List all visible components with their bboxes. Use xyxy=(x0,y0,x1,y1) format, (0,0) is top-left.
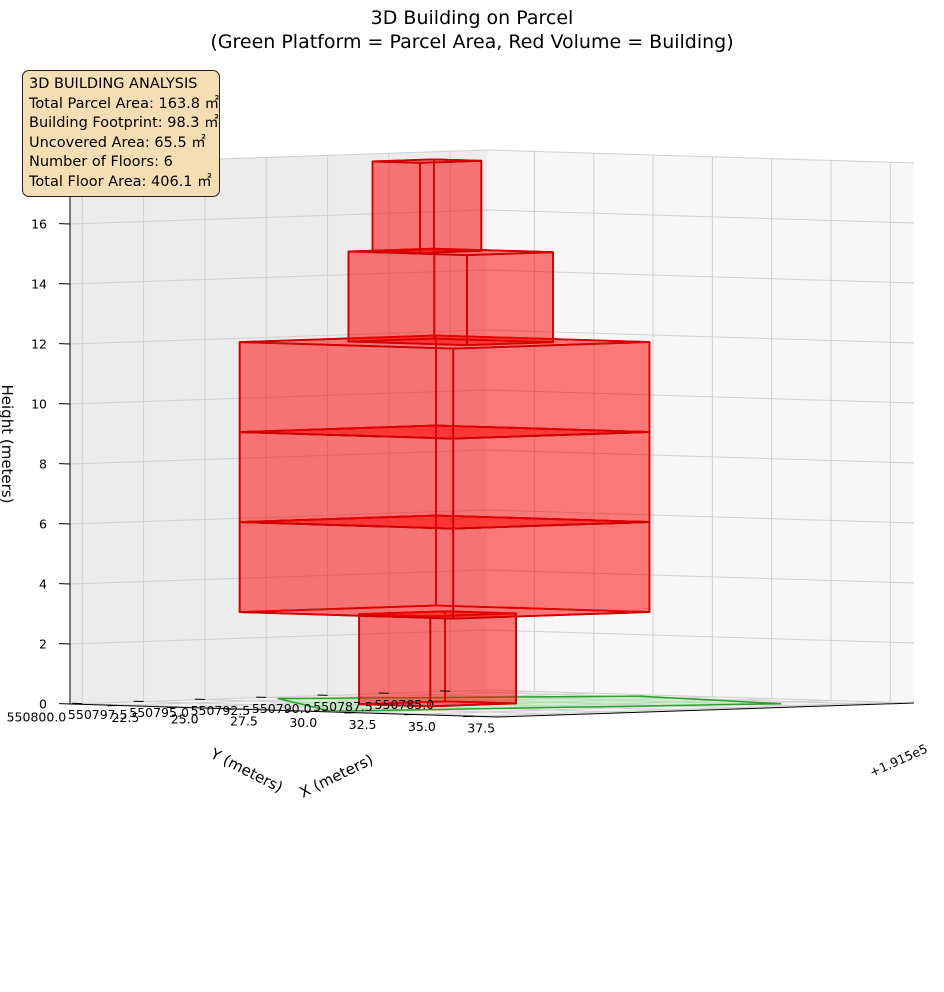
y-tick-label: 550795.0 xyxy=(129,705,189,720)
y-tick-label: 550790.0 xyxy=(252,701,312,716)
z-axis-label: Height (meters) xyxy=(0,385,16,504)
z-tick-label: 16 xyxy=(31,217,47,232)
y-tick-label: 550787.5 xyxy=(313,699,373,714)
x-axis-line xyxy=(496,702,915,718)
x-axis-label: X (meters) xyxy=(297,750,377,801)
grid-line-z xyxy=(69,509,915,525)
z-tick-label: 14 xyxy=(31,277,47,292)
chart-title-line2: (Green Platform = Parcel Area, Red Volum… xyxy=(210,31,734,53)
x-tick-label: 30.0 xyxy=(289,715,317,730)
x-tick-label: 25.0 xyxy=(171,712,199,727)
x-tick-label: 32.5 xyxy=(349,717,377,732)
chart-title: 3D Building on Parcel (Green Platform = … xyxy=(0,6,944,54)
y-axis-label: Y (meters) xyxy=(207,744,286,796)
z-tick-label: 6 xyxy=(39,517,47,532)
grid-line-z xyxy=(69,329,915,345)
building-floor-3 xyxy=(238,424,651,530)
floor-face xyxy=(452,431,651,530)
y-tick-label: 550792.5 xyxy=(191,703,251,718)
axis-lines xyxy=(69,164,915,718)
y-tick-label: 550800.0 xyxy=(7,709,67,724)
z-tick-label: 12 xyxy=(31,337,47,352)
y-axis-line xyxy=(69,703,498,718)
floor-face xyxy=(452,521,651,620)
floor-face xyxy=(429,612,517,708)
info-heading: 3D BUILDING ANALYSIS xyxy=(29,76,198,92)
parcel-platform xyxy=(277,695,782,712)
building-floor-6 xyxy=(371,158,483,254)
y-tick-label: 550797.5 xyxy=(68,707,128,722)
floor-face xyxy=(419,159,483,254)
grid-line-z xyxy=(69,629,915,645)
x-offset-label: +1.915e5 xyxy=(867,741,930,780)
info-line-footprint: Building Footprint: 98.3 ㎡ xyxy=(29,115,219,131)
z-tick-label: 2 xyxy=(39,637,47,652)
x-tick-label: 27.5 xyxy=(230,713,258,728)
floor-face xyxy=(358,610,517,618)
chart-title-line1: 3D Building on Parcel xyxy=(370,7,574,29)
info-line-floors: Number of Floors: 6 xyxy=(29,154,173,170)
floor-face xyxy=(238,334,651,350)
analysis-info-box: 3D BUILDING ANALYSIS Total Parcel Area: … xyxy=(22,70,220,197)
floor-face xyxy=(347,250,469,347)
info-line-parcel-area: Total Parcel Area: 163.8 ㎡ xyxy=(29,95,220,112)
building-floor-4 xyxy=(238,334,651,440)
grid-lines xyxy=(69,149,915,718)
x-tick-label: 22.5 xyxy=(111,710,139,725)
grid-line-z xyxy=(69,269,915,285)
building-layer xyxy=(238,158,651,708)
grid-line-z xyxy=(69,389,915,405)
floor-face xyxy=(466,251,554,347)
floor-face xyxy=(371,158,483,164)
grid-line-z xyxy=(69,569,915,585)
z-tick-label: 10 xyxy=(31,397,47,412)
grid-line-z xyxy=(69,689,915,705)
info-line-floor-area: Total Floor Area: 406.1 ㎡ xyxy=(29,173,212,190)
z-tick-label: 4 xyxy=(39,577,47,592)
y-tick-label: 550785.0 xyxy=(375,697,435,712)
floor-face xyxy=(371,160,421,254)
z-tick-label: 8 xyxy=(39,457,47,472)
x-tick-label: 35.0 xyxy=(408,719,436,734)
building-floor-1 xyxy=(358,610,517,708)
parcel-layer xyxy=(277,695,782,712)
floor-face xyxy=(358,613,432,708)
left-wall-pane xyxy=(70,150,487,704)
floor-face xyxy=(452,341,651,440)
x-tick-label: 37.5 xyxy=(467,721,495,736)
z-tick-label: 0 xyxy=(39,697,47,712)
grid-line-z xyxy=(69,449,915,465)
building-floor-5 xyxy=(347,247,554,347)
floor-face xyxy=(238,341,455,440)
floor-face xyxy=(238,431,455,530)
info-line-uncovered: Uncovered Area: 65.5 ㎡ xyxy=(29,134,206,151)
grid-line-z xyxy=(69,209,915,225)
building-floor-2 xyxy=(238,514,651,620)
floor-face xyxy=(238,521,455,620)
tick-layer: 22.5 25.0 27.5 30.0 32.5 35.0 37.5550785.05507… xyxy=(7,157,930,780)
